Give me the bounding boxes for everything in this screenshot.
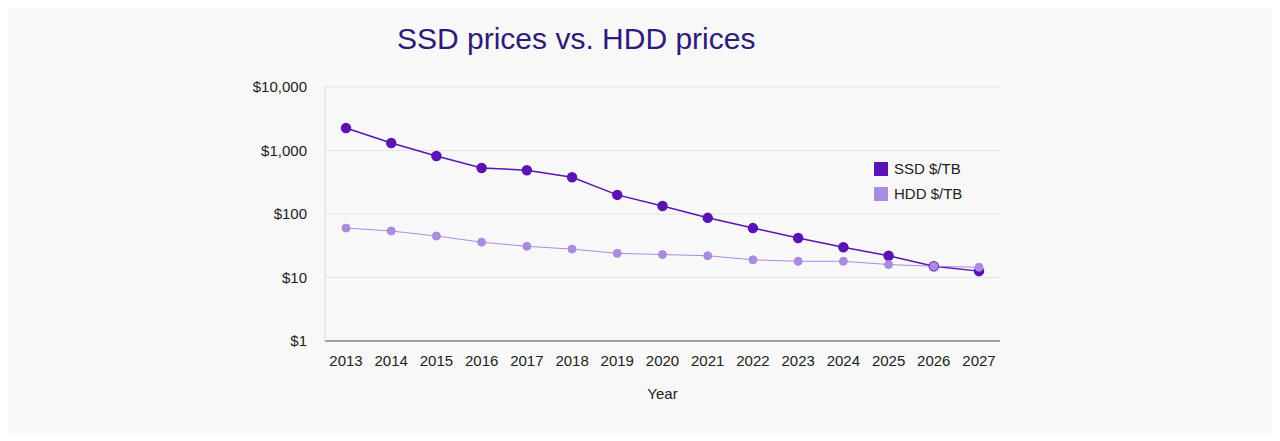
html-text:SSD prices vs. HDD prices: SSD prices vs. HDD prices xyxy=(397,22,756,55)
svg-text:2019: 2019 xyxy=(601,352,634,369)
svg-text:2026: 2026 xyxy=(917,352,950,369)
svg-text:$1: $1 xyxy=(290,332,307,349)
svg-text:$10: $10 xyxy=(282,269,307,286)
svg-text:2014: 2014 xyxy=(375,352,408,369)
svg-text:2016: 2016 xyxy=(465,352,498,369)
html-text:SSD $/TB: SSD $/TB xyxy=(894,160,961,177)
html-text:HDD $/TB: HDD $/TB xyxy=(894,185,963,202)
svg-text:$100: $100 xyxy=(274,205,307,222)
svg-text:2018: 2018 xyxy=(555,352,588,369)
svg-text:2024: 2024 xyxy=(827,352,860,369)
svg-text:2027: 2027 xyxy=(962,352,995,369)
svg-text:2022: 2022 xyxy=(736,352,769,369)
svg-text:2013: 2013 xyxy=(329,352,362,369)
svg-text:2023: 2023 xyxy=(781,352,814,369)
svg-text:Year: Year xyxy=(647,385,677,402)
svg-text:2021: 2021 xyxy=(691,352,724,369)
svg-text:2020: 2020 xyxy=(646,352,679,369)
svg-text:$1,000: $1,000 xyxy=(261,142,307,159)
svg-text:2017: 2017 xyxy=(510,352,543,369)
svg-text:2015: 2015 xyxy=(420,352,453,369)
svg-text:$10,000: $10,000 xyxy=(253,78,307,95)
svg-text:2025: 2025 xyxy=(872,352,905,369)
